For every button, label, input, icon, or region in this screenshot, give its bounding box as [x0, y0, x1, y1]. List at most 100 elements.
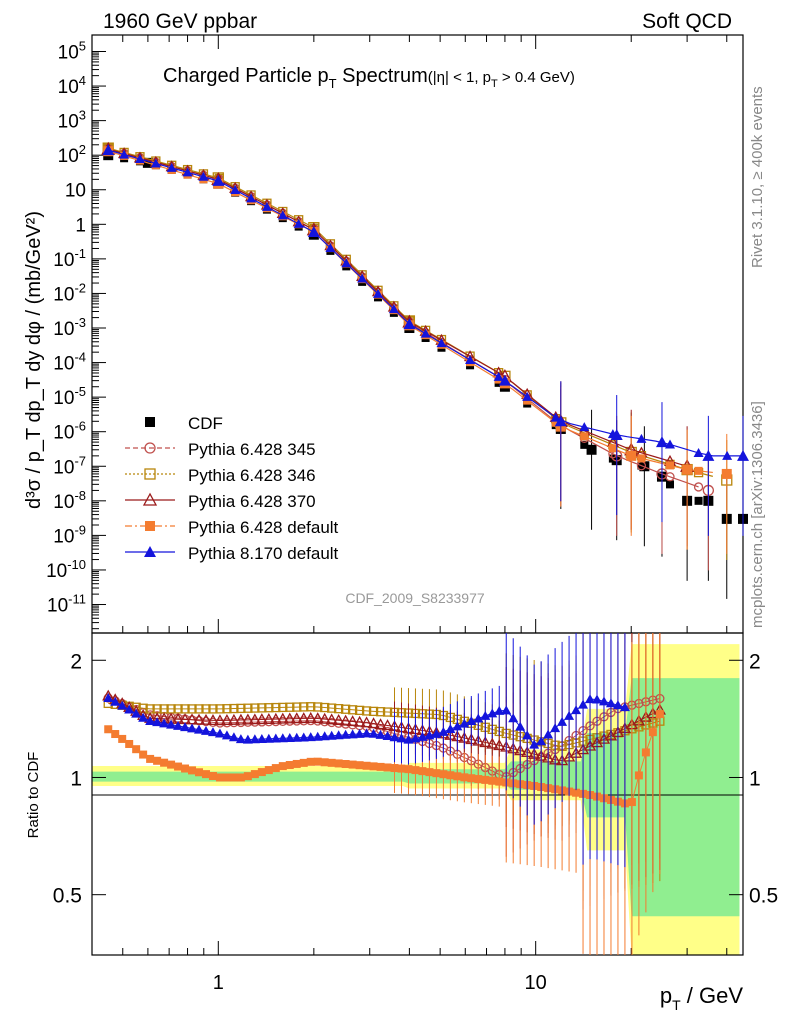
legend-label: CDF [188, 414, 223, 433]
y-tick-label: 10-6 [53, 419, 86, 444]
ratio-point [264, 766, 273, 775]
ratio-point [220, 714, 234, 726]
data-point-dense [550, 412, 561, 422]
ratio-point [472, 734, 485, 746]
ratio-point [382, 707, 393, 717]
data-point-dense [580, 432, 589, 441]
ratio-point [206, 714, 220, 726]
ratio-point [460, 773, 469, 782]
ratio-point [340, 704, 351, 714]
data-point [655, 436, 668, 448]
data-point-dense [665, 439, 676, 449]
data-point-dense [277, 210, 288, 220]
header-left: 1960 GeV ppbar [103, 10, 257, 33]
ratio-point [159, 718, 170, 728]
ratio-point [438, 726, 449, 736]
ratio-point [320, 758, 329, 767]
ratio-point [361, 728, 372, 738]
series-5 [102, 144, 749, 536]
ratio-point [248, 713, 261, 725]
ratio-point [383, 763, 392, 772]
ratio-point [326, 730, 337, 740]
ratio-point [634, 771, 643, 780]
data-point-dense [694, 496, 703, 505]
ratio-point [207, 727, 218, 737]
ratio-point [138, 703, 148, 713]
ratio-point [187, 704, 197, 714]
ratio-point [481, 775, 490, 784]
ratio-point [318, 712, 331, 724]
ratio-point [522, 730, 533, 740]
ratio-point [152, 717, 163, 727]
ratio-point [271, 702, 281, 713]
ratio-point [201, 704, 211, 714]
ratio-point [194, 704, 204, 714]
ratio-point [543, 729, 554, 739]
ratio-point [297, 712, 310, 724]
ratio-point [467, 774, 476, 783]
data-point-dense [607, 429, 618, 439]
legend-marker [145, 521, 155, 531]
ratio-point [111, 730, 120, 739]
ratio-point [311, 712, 324, 724]
data-point-dense [182, 167, 193, 177]
series-line [108, 149, 742, 457]
data-point [586, 444, 597, 455]
ratio-point [473, 713, 484, 723]
ratio-point [166, 719, 177, 729]
ratio-point [285, 702, 295, 712]
ratio-tick-label: 2 [70, 650, 82, 673]
legend-label: Pythia 6.428 370 [188, 492, 316, 511]
ratio-point [222, 704, 232, 714]
legend-marker [144, 442, 156, 454]
ratio-point [550, 723, 561, 733]
rivet-label: Rivet 3.1.10, ≥ 400k events [749, 86, 766, 268]
ratio-point [262, 712, 275, 724]
ratio-point [425, 768, 434, 777]
ratio-point [292, 702, 302, 712]
title-main-tail: Spectrum [337, 65, 428, 87]
ratio-point [229, 773, 238, 782]
ratio-point [334, 704, 344, 714]
ratio-point [229, 703, 239, 714]
ratio-point [494, 705, 505, 715]
ratio-point [479, 736, 492, 748]
ratio-point [368, 728, 379, 738]
main-series [101, 141, 749, 599]
title-cut-sub: T [491, 78, 498, 90]
data-point [554, 415, 567, 427]
ratio-point [234, 713, 248, 725]
ratio-point [347, 705, 358, 715]
ratio-point [291, 732, 302, 742]
ratio-point [648, 728, 657, 737]
ratio-point [103, 693, 114, 703]
ratio-point [200, 725, 211, 735]
ratio-point [277, 733, 288, 743]
ratio-point [271, 764, 280, 773]
ratio-point [278, 702, 288, 713]
ratio-point [188, 766, 197, 775]
ratio-point [269, 712, 282, 724]
y-tick-label: 10-10 [46, 557, 86, 582]
mcplots-label: mcplots.cern.ch [arXiv:1306.3436] [749, 401, 766, 628]
ratio-point [305, 732, 316, 742]
ratio-point [283, 712, 296, 724]
ratio-point [243, 703, 253, 713]
ratio-point [376, 762, 385, 771]
ratio-point [362, 761, 371, 770]
data-point-dense [134, 154, 145, 164]
ratio-tick-label-right: 1 [749, 767, 761, 790]
data-point-dense [293, 218, 304, 228]
ratio-point [605, 698, 616, 708]
data-point-dense [119, 149, 130, 159]
ratio-point [374, 718, 387, 730]
ratio-point [353, 715, 366, 727]
ratio-point [313, 702, 323, 712]
ratio-point [515, 721, 526, 731]
ratio-point [132, 745, 141, 754]
series-3 [101, 141, 695, 547]
ratio-point [347, 729, 358, 739]
ratio-point [181, 764, 190, 773]
ratio-point [313, 757, 322, 766]
data-point-dense [580, 440, 589, 449]
